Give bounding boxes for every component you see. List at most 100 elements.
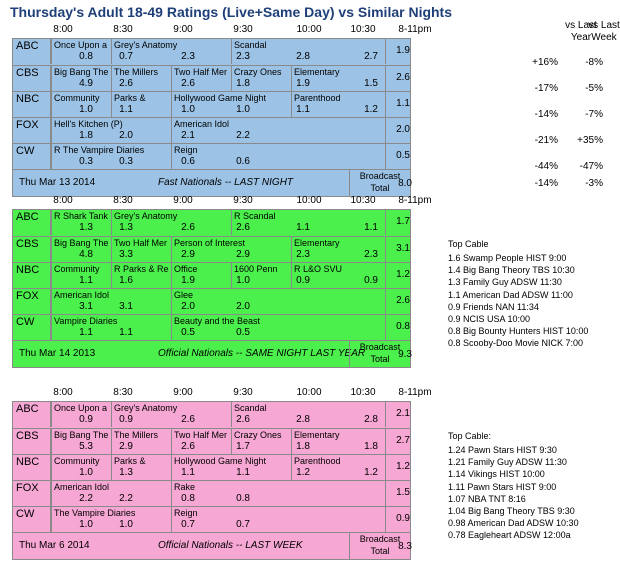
network-label: CW <box>13 144 51 169</box>
timeslot-total: 2.1 <box>396 408 410 419</box>
rating-value: 1.2 <box>296 467 310 478</box>
col-header-2: 9:00 <box>173 387 193 398</box>
top-cable-item: 1.24 Pawn Stars HIST 9:30 <box>448 445 557 455</box>
program-cell: Hollywood Game Night <box>171 92 292 117</box>
network-row: FOX American Idol Glee 3.1 3.1 2.0 2.0 2.6 <box>13 288 410 314</box>
rating-value: 2.1 <box>181 130 195 141</box>
program-title: Scandal <box>234 403 267 413</box>
program-title: Parks & Recre <box>114 93 146 103</box>
col-header-2: 9:00 <box>173 24 193 35</box>
vs-last-week-value: -5% <box>585 83 603 94</box>
program-title: Two Half Mer <box>114 238 168 248</box>
rating-value: 1.1 <box>119 104 133 115</box>
program-title: Beauty and the Beast <box>174 316 261 326</box>
col-header-1: 8:30 <box>113 24 133 35</box>
broadcast-total-value: 8.0 <box>398 178 412 189</box>
rating-value: 2.6 <box>181 78 195 89</box>
top-cable-item: 1.4 Big Bang Theory TBS 10:30 <box>448 265 575 276</box>
program-cell: Scandal <box>231 39 352 64</box>
col-header-5: 10:30 <box>350 24 376 35</box>
program-cell: R Parks & Re <box>111 263 172 288</box>
program-cell: Community <box>51 92 112 117</box>
program-title: Big Bang The <box>54 67 109 77</box>
program-title: The Vampire Diaries <box>54 508 136 518</box>
rating-value: 1.0 <box>79 104 93 115</box>
top-cable-item: 1.1 American Dad ADSW 11:00 <box>448 289 573 300</box>
rating-value: 2.8 <box>364 414 378 425</box>
rating-value: 2.3 <box>296 249 310 260</box>
top-cable-item: 1.07 NBA TNT 8:16 <box>448 493 526 504</box>
network-label: ABC <box>13 210 51 235</box>
rating-value: 1.1 <box>296 222 310 233</box>
broadcast-label: Broadcast <box>359 171 401 181</box>
rating-value: 1.0 <box>181 104 195 115</box>
rating-value: 1.5 <box>364 78 378 89</box>
rating-value: 1.0 <box>236 275 250 286</box>
program-cell: Community <box>51 455 112 480</box>
panel-footer: Thu Mar 13 2014 Fast Nationals -- LAST NI… <box>13 169 410 196</box>
top-cable-item: 0.9 Friends NAN 11:34 <box>448 301 539 312</box>
top-cable-item: 0.8 Big Bounty Hunters HIST 10:00 <box>448 326 589 337</box>
footer-vs-last-year: -14% <box>534 178 558 189</box>
footer-note: Official Nationals -- LAST WEEK <box>158 540 303 551</box>
col-header-3: 9:30 <box>233 387 253 398</box>
network-label: ABC <box>13 402 51 427</box>
total-cell: 1.2 <box>385 263 411 288</box>
program-cell: Office <box>171 263 232 288</box>
rating-value: 1.6 <box>119 275 133 286</box>
program-cell: R L&O SVU <box>291 263 412 288</box>
rating-value: 2.6 <box>181 222 195 233</box>
program-title: Rake <box>174 482 196 492</box>
program-title: Two Half Mer <box>174 67 228 77</box>
rating-value: 0.8 <box>79 51 93 62</box>
program-cell: The Vampire Diaries <box>51 507 172 532</box>
program-cell: Big Bang The <box>51 429 112 454</box>
network-row: CBS Big Bang The The Millers Two Half Mer Cr… <box>13 65 410 91</box>
rating-value: 0.7 <box>119 51 133 62</box>
program-title: Two Half Mer <box>174 430 228 440</box>
rating-value: 3.1 <box>119 301 133 312</box>
panel-footer: Thu Mar 6 2014 Official Nationals -- LAST… <box>13 532 410 559</box>
total-cell: 1.5 <box>385 481 411 506</box>
broadcast-total-label: Broadcast Total <box>349 533 410 559</box>
rating-value: 1.1 <box>296 104 310 115</box>
program-title: R Shark Tank <box>54 211 108 221</box>
rating-value: 1.3 <box>119 467 133 478</box>
top-cable-item: 0.78 Eagleheart ADSW 12:00a <box>448 530 571 541</box>
program-cell: American Idol <box>171 118 292 143</box>
rating-value: 0.3 <box>119 156 133 167</box>
footer-date: Thu Mar 13 2014 <box>19 177 96 188</box>
top-cable-item: 0.8 Scooby-Doo Movie NICK 7:00 <box>448 338 584 349</box>
program-cell: Hell's Kitchen (P) <box>51 118 172 143</box>
rating-value: 2.0 <box>236 301 250 312</box>
top-cable-item: 1.11 Pawn Stars HIST 9:00 <box>448 481 557 492</box>
col-header-5: 10:30 <box>350 387 376 398</box>
rating-value: 1.1 <box>79 327 93 338</box>
vs-last-year-value: -21% <box>534 135 558 146</box>
program-title: R The Vampire Diaries <box>54 145 145 155</box>
program-cell: Beauty and the Beast <box>171 315 292 340</box>
program-cell: Hollywood Game Night <box>171 455 292 480</box>
rating-value: 0.5 <box>236 327 250 338</box>
rating-value: 4.8 <box>79 249 93 260</box>
rating-value: 0.9 <box>79 414 93 425</box>
rating-value: 2.3 <box>364 249 378 260</box>
rating-value: 0.5 <box>181 327 195 338</box>
program-title: Glee <box>174 290 194 300</box>
rating-value: 0.8 <box>181 493 195 504</box>
total-cell: 1.9 <box>385 39 411 64</box>
broadcast-total-label: Broadcast Total <box>349 170 410 196</box>
rating-value: 1.3 <box>79 222 93 233</box>
rating-value: 2.6 <box>236 414 250 425</box>
total-label: Total <box>370 546 390 556</box>
program-title: Big Bang The <box>54 238 109 248</box>
program-title: Crazy Ones <box>234 430 282 440</box>
program-cell: Parenthood <box>291 92 412 117</box>
timeslot-total: 1.2 <box>396 269 410 280</box>
program-title: Elementary <box>294 67 340 77</box>
program-title: Office <box>174 264 198 274</box>
program-cell: Once Upon a Time in Wonde <box>51 39 112 64</box>
col-header-4: 10:00 <box>296 195 322 206</box>
timeslot-total: 0.8 <box>396 321 410 332</box>
